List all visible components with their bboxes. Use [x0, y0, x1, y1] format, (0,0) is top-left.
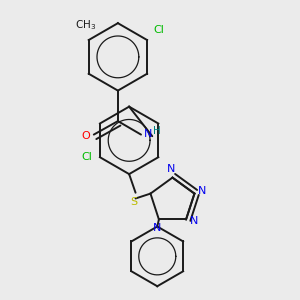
Text: N: N: [167, 164, 175, 174]
Text: N: N: [144, 129, 152, 139]
Text: H: H: [153, 126, 161, 136]
Text: Cl: Cl: [81, 152, 92, 162]
Text: O: O: [81, 131, 90, 141]
Text: S: S: [130, 196, 137, 207]
Text: N: N: [153, 223, 161, 233]
Text: N: N: [190, 216, 198, 226]
Text: Cl: Cl: [154, 25, 164, 35]
Text: CH$_3$: CH$_3$: [75, 18, 96, 32]
Text: N: N: [198, 186, 207, 196]
